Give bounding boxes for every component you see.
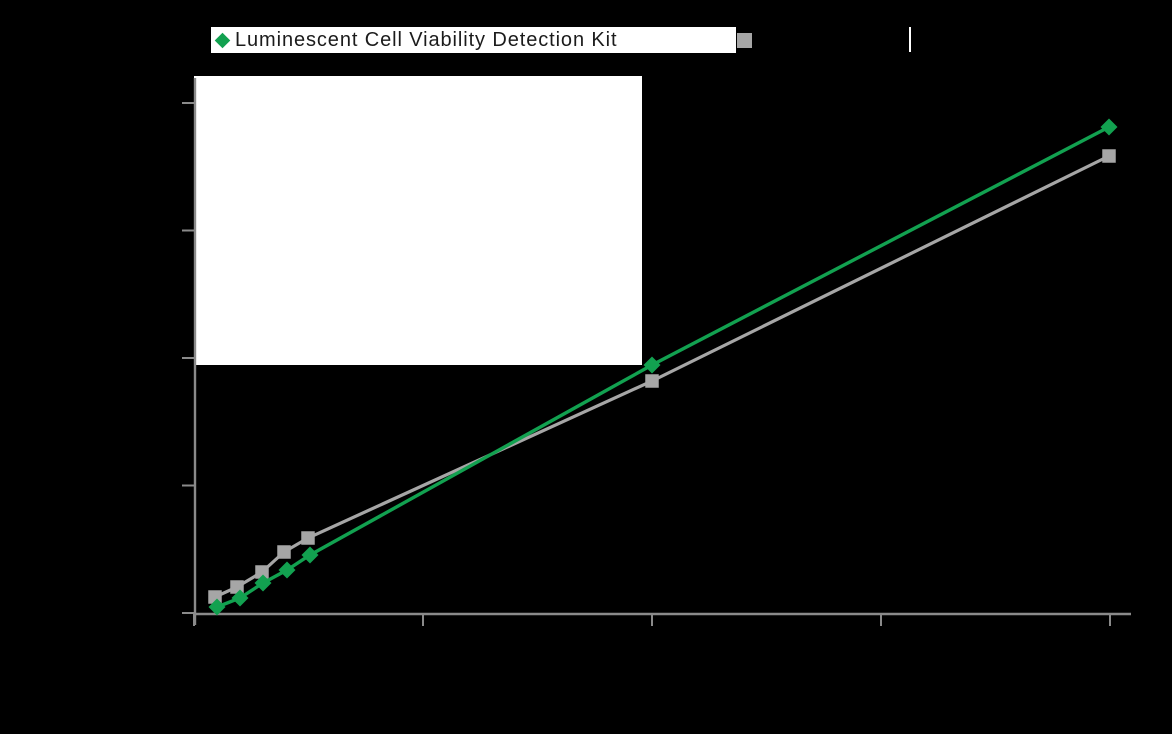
series-line-square	[214, 154, 1110, 599]
plot-area-background	[194, 76, 642, 365]
marker-square	[645, 374, 659, 388]
marker-square	[255, 565, 269, 579]
legend-item-series1: Luminescent Cell Viability Detection Kit	[214, 27, 618, 53]
marker-diamond	[1100, 118, 1118, 136]
marker-square	[1102, 149, 1116, 163]
marker-diamond	[643, 356, 661, 374]
legend-background	[211, 27, 736, 53]
marker-square	[301, 531, 315, 545]
marker-diamond	[278, 561, 296, 579]
marker-diamond	[231, 589, 249, 607]
green-diamond-icon	[214, 32, 231, 48]
gray-square-icon	[737, 33, 752, 48]
legend-label-series1: Luminescent Cell Viability Detection Kit	[235, 29, 618, 51]
marker-diamond	[208, 598, 226, 616]
legend-separator-line	[909, 27, 911, 52]
series-line-diamond	[216, 125, 1110, 609]
marker-square	[277, 545, 291, 559]
marker-diamond	[301, 546, 319, 564]
marker-diamond	[254, 574, 272, 592]
